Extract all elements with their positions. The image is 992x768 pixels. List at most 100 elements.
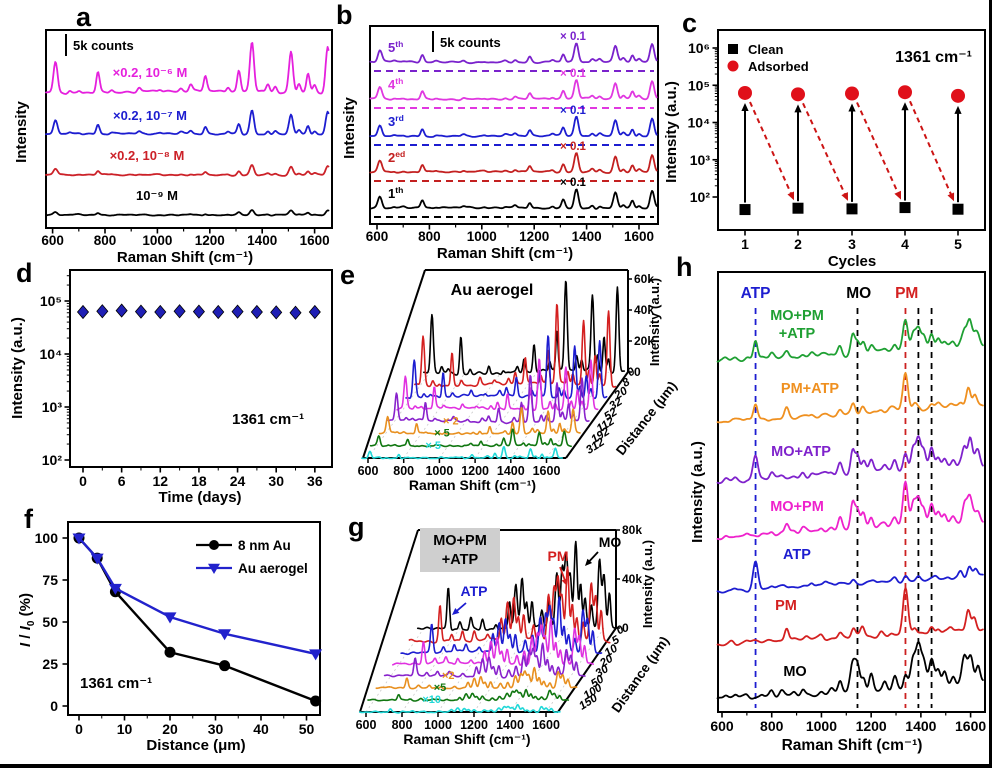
arrow-head (741, 102, 749, 111)
legend-label: Au aerogel (238, 561, 308, 576)
scalebar-label: 5k counts (73, 38, 134, 53)
multiplier-label: ×10 (422, 694, 441, 706)
x-tick-label: 18 (191, 473, 207, 489)
x-tick-label: 3 (848, 236, 856, 252)
floor-gridline (437, 627, 497, 713)
series-label: ×0.2, 10⁻⁶ M (113, 65, 188, 80)
panel-f-chart: 0 25 50 75 100 0 10 20 30 40 50 Distance (μm) I / I0… (17, 521, 323, 754)
x-tick-label: 1200 (461, 464, 489, 478)
x-tick-label: 1600 (624, 229, 654, 244)
x-tick-label: 600 (41, 233, 64, 248)
spectrum-trace (392, 618, 594, 666)
spectrum-trace (716, 640, 984, 700)
marker-diamond (134, 304, 147, 319)
spectrum-trace (369, 42, 658, 65)
x-tick-label: 2 (794, 236, 802, 252)
marker-square (739, 204, 751, 216)
spectrum-trace (358, 703, 561, 714)
x-tick-label: 1000 (424, 718, 452, 732)
x-tick-label: 600 (358, 464, 379, 478)
y-tick-label: 10⁴ (40, 346, 63, 362)
annotation-atp: ATP (461, 583, 488, 599)
multiplier-label: × 2 (443, 415, 459, 427)
multiplier-label: × 5 (425, 440, 441, 452)
x-tick-label: 40 (253, 721, 269, 737)
marker-diamond (192, 304, 205, 319)
x-tick-label: 0 (75, 721, 83, 737)
y-tick-label: 10³ (690, 152, 711, 168)
annotation-pm: PM (548, 548, 569, 564)
spectrum-trace (400, 596, 603, 656)
marker-circle (727, 60, 739, 72)
plot-frame (67, 521, 321, 716)
arrow-line (909, 100, 953, 197)
cycle-label: 2ed (388, 149, 405, 165)
panel-h-chart: 600 800 1000 1200 1400 1600 Raman Shift (cm⁻¹)… (689, 271, 986, 754)
panel-c-chart: 10² 10³ 10⁴ 10⁵ 10⁶ 1 2 3 4 5 Cycles Intensity (a.u… (663, 29, 986, 270)
annotation-mo: MO (599, 534, 622, 550)
z-tick-label: 40k (634, 303, 654, 317)
arrow-head (954, 105, 962, 114)
spectrum-trace (387, 374, 590, 425)
arrow-line (802, 102, 847, 197)
x-tick-label: 600 (710, 718, 734, 734)
marker-diamond (154, 304, 167, 320)
z-tick-label: 80k (622, 523, 642, 537)
arrow-head (841, 192, 848, 201)
arrow-head (848, 103, 856, 112)
y-tick-label: 0 (50, 698, 58, 714)
arrow-line (749, 101, 793, 196)
y-tick-label: 10³ (42, 399, 63, 415)
spectrum-trace (716, 435, 984, 485)
y-tick-label: 10⁵ (40, 293, 62, 309)
figure-border-right (989, 0, 992, 768)
panel-letter-c: c (682, 8, 698, 38)
spectrum-trace (45, 164, 330, 177)
marker-diamond (289, 305, 302, 320)
y-tick-label: 10² (42, 452, 63, 468)
marker-square (846, 203, 858, 215)
distance-tick-label: 52 (602, 406, 620, 423)
legend-clean: Clean (748, 42, 783, 57)
cycle-label: 3rd (388, 113, 404, 129)
x-tick-label: 1400 (496, 718, 524, 732)
x-tick-label: 36 (307, 473, 323, 489)
arrow-line (587, 551, 599, 564)
spectrum-trace (361, 446, 564, 460)
scalebar-label: 5k counts (440, 35, 501, 50)
depth-axis (565, 371, 629, 459)
series-label: ×0.2, 10⁻⁷ M (113, 108, 187, 123)
panel-letter-d: d (16, 258, 33, 288)
arrow-head (947, 192, 955, 202)
multiplier-label: ×5 (434, 682, 447, 694)
z-tick-label: 60k (634, 272, 654, 286)
arrow-line (455, 602, 467, 613)
x-axis-title: Raman Shift (cm⁻¹) (782, 737, 923, 754)
y-tick-label: 75 (42, 572, 58, 588)
legend-label: 8 nm Au (238, 538, 291, 553)
x-axis-title: Raman Shift (cm⁻¹) (409, 477, 536, 493)
arrow-head (794, 104, 802, 113)
plot-frame (69, 269, 333, 468)
multiplier-label: ×2 (442, 670, 455, 682)
z-tick-label: 40k (622, 572, 642, 586)
panel-letter-e: e (340, 260, 356, 290)
x-tick-label: 1400 (905, 718, 936, 734)
panel-b-chart: 600 800 1000 1200 1400 1600 Raman Shift (cm⁻¹)… (341, 25, 659, 262)
arrow-head (901, 102, 909, 111)
x-tick-label: 30 (208, 721, 224, 737)
spectrum-trace (716, 318, 984, 363)
marker-triangle (72, 533, 86, 545)
marker-diamond (231, 304, 244, 319)
series-label: PM (775, 598, 797, 614)
marker-diamond (212, 304, 225, 320)
band-header: ATP (741, 285, 771, 302)
panel-letter-h: h (676, 252, 693, 282)
y-tick-label: 100 (35, 530, 59, 546)
spectrum-trace (405, 335, 608, 400)
left-slant-edge (362, 269, 426, 459)
spectrum-trace (369, 115, 658, 138)
multiplier-label: × 5 (434, 428, 450, 440)
